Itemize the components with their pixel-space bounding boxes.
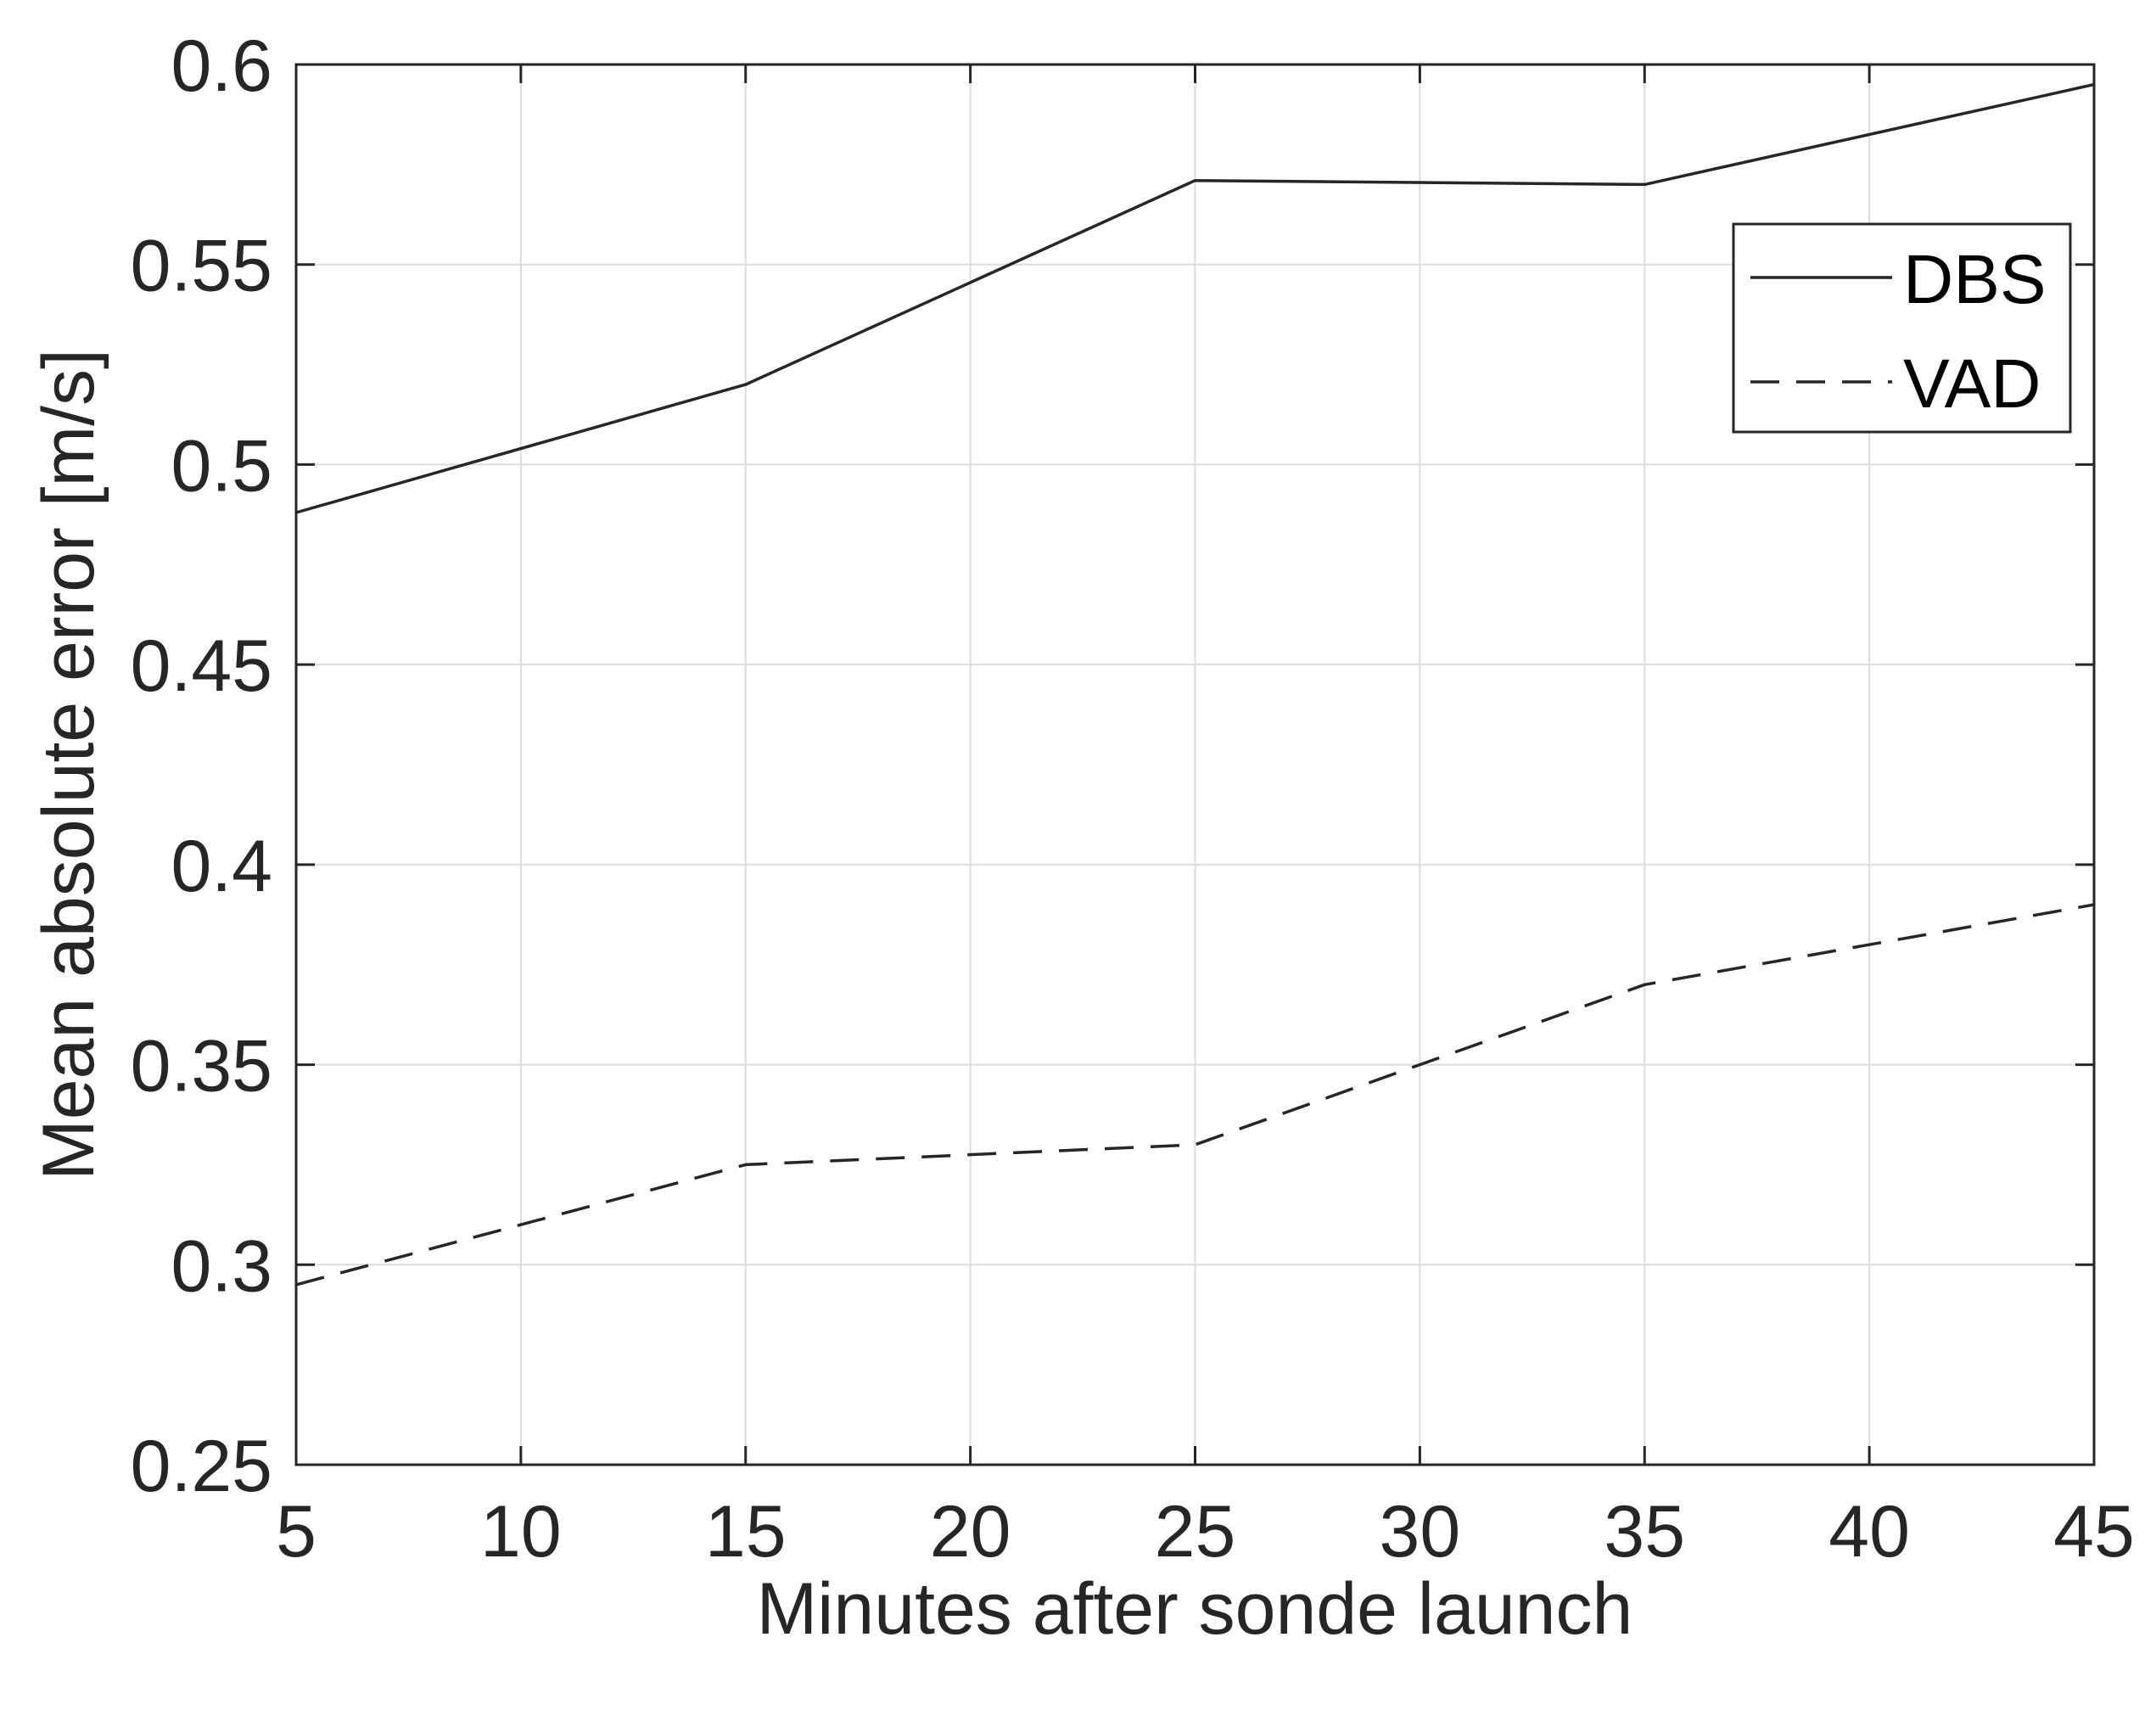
y-tick-label: 0.45 (131, 625, 272, 707)
legend-box (1732, 222, 2072, 434)
y-tick-label: 0.6 (171, 25, 272, 107)
legend-label-dbs: DBS (1903, 241, 2047, 318)
y-tick-label: 0.3 (171, 1225, 272, 1307)
x-tick-label: 35 (1604, 1491, 1685, 1573)
y-tick-label: 0.5 (171, 425, 272, 507)
x-tick-label: 20 (930, 1491, 1011, 1573)
x-tick-label: 40 (1828, 1491, 1910, 1573)
y-tick-label: 0.25 (131, 1426, 272, 1507)
x-tick-label: 5 (276, 1491, 316, 1573)
x-tick-label: 10 (480, 1491, 562, 1573)
legend-label-vad: VAD (1903, 345, 2041, 423)
x-tick-label: 25 (1155, 1491, 1236, 1573)
y-axis-title: Mean absolute error [m/s] (28, 349, 109, 1180)
series-lines (295, 82, 2095, 1287)
x-tick-label: 15 (705, 1491, 787, 1573)
x-axis-title: Minutes after sonde launch (757, 1568, 1633, 1650)
y-tick-label: 0.4 (171, 826, 272, 907)
y-tick-label: 0.55 (131, 226, 272, 307)
x-tick-label: 30 (1380, 1491, 1461, 1573)
x-tick-label: 45 (2053, 1491, 2135, 1573)
legend: DBS VAD (1732, 222, 2072, 434)
axis-ticks: 5 10 15 20 25 30 35 40 45 0.25 0.3 0.35 0.4 0.45 0.5 0.… (131, 25, 2135, 1573)
series-line-dbs (295, 82, 2095, 514)
y-tick-label: 0.35 (131, 1026, 272, 1107)
